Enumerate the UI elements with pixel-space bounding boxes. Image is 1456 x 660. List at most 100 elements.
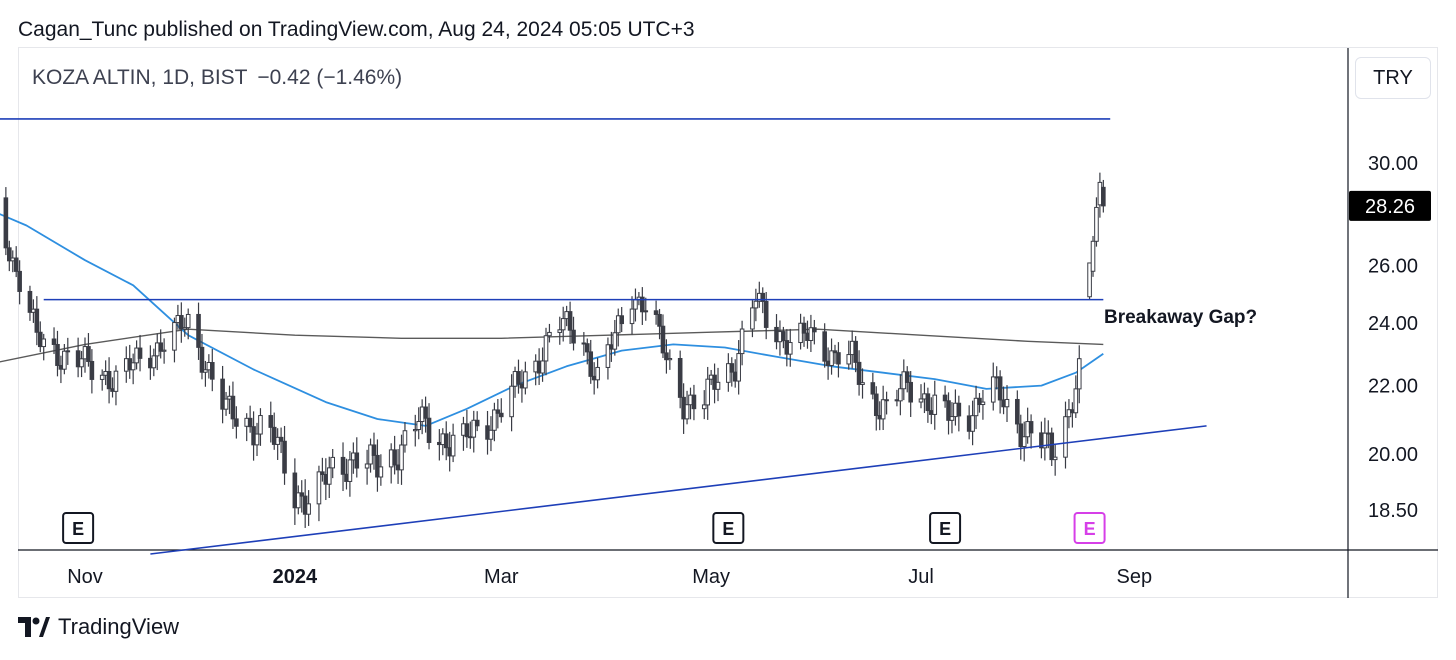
candle-body [378, 466, 384, 478]
trendline-ascending-support [150, 425, 1207, 555]
candle-body [230, 395, 236, 420]
candle-body [640, 296, 645, 313]
x-tick-label: Jul [908, 566, 934, 588]
candle-body [292, 472, 298, 509]
candle-body [1073, 388, 1079, 414]
candle-body [629, 308, 635, 325]
candle-body [1094, 206, 1099, 242]
candle-body [55, 343, 60, 366]
candle-body [560, 318, 566, 331]
candle-body [354, 452, 360, 469]
candle-body [340, 456, 346, 475]
earnings-marker-box [62, 512, 95, 544]
candle-body [853, 340, 858, 363]
candle-body [299, 492, 305, 497]
x-tick-label: Nov [67, 566, 103, 588]
candle-body [729, 363, 735, 373]
candle-body [677, 358, 683, 398]
candle-body [268, 415, 274, 428]
earnings-marker-box [929, 512, 962, 544]
earnings-marker-upcoming: E [1073, 512, 1106, 544]
candle-body [1042, 432, 1048, 449]
y-tick-label: 22.00 [1368, 376, 1418, 398]
candle-body [306, 503, 311, 515]
candle-body [973, 397, 979, 417]
candle-body [547, 331, 552, 337]
candle-body [812, 327, 817, 333]
candle-body [977, 397, 982, 406]
candle-body [870, 382, 876, 395]
candle-body [185, 313, 191, 329]
candle-body [605, 344, 611, 368]
candle-body [540, 360, 545, 374]
candle-body [1076, 358, 1082, 390]
candle-body [450, 434, 456, 457]
candle-body [523, 371, 528, 389]
earnings-marker-box [712, 512, 745, 544]
candle-body [763, 300, 769, 328]
candle-body [1004, 398, 1010, 408]
candle-body [1063, 416, 1068, 458]
candle-body [416, 421, 422, 431]
candle-body [660, 325, 666, 354]
earnings-marker: E [62, 512, 95, 544]
x-tick-label: May [692, 566, 730, 588]
candle-body [223, 398, 229, 410]
candle-body [151, 355, 157, 369]
candle-body [615, 315, 621, 334]
candle-body [209, 362, 215, 380]
earnings-marker-box [1073, 512, 1106, 544]
candle-body [495, 409, 501, 414]
symbol-name: KOZA ALTIN, 1D, BIST [32, 66, 248, 89]
candle-body [846, 354, 852, 365]
candle-body [880, 399, 886, 420]
candle-body [392, 449, 397, 466]
price-change: −0.42 (−1.46%) [257, 66, 403, 89]
candle-body [17, 270, 22, 292]
candle-body [412, 429, 418, 432]
earnings-marker-label: E [72, 519, 84, 539]
candle-body [326, 467, 332, 485]
candle-body [1090, 240, 1096, 272]
candle-body [990, 376, 996, 403]
candle-body [750, 307, 755, 330]
earnings-marker: E [929, 512, 962, 544]
candle-body [220, 378, 225, 410]
candle-body [715, 381, 721, 390]
currency-button[interactable]: TRY [1355, 57, 1431, 99]
candle-body [925, 393, 931, 412]
candle-body [873, 393, 879, 417]
candle-body [643, 310, 649, 313]
candle-body [571, 329, 576, 344]
chart-frame [18, 47, 1438, 598]
candle-body [980, 401, 986, 406]
earnings-marker-label: E [1084, 519, 1096, 539]
candle-body [904, 371, 910, 383]
candle-body [258, 415, 263, 435]
last-price-label: 28.26 [1365, 196, 1415, 218]
candle-body [254, 433, 260, 446]
brand-name: TradingView [58, 614, 180, 639]
candle-body [781, 331, 786, 342]
y-tick-label: 20.00 [1368, 444, 1418, 466]
candle-body [918, 398, 924, 403]
candle-body [498, 412, 504, 418]
tradingview-branding[interactable]: TradingView [18, 614, 179, 640]
candle-body [684, 404, 690, 420]
candle-body [371, 444, 377, 456]
candle-body [161, 349, 167, 352]
candle-body [543, 335, 549, 362]
candle-body [736, 353, 741, 382]
candle-body [471, 419, 477, 438]
candle-body [691, 394, 697, 410]
moving-average-slow [0, 328, 1104, 363]
candle-body [137, 347, 143, 359]
candle-body [595, 366, 600, 381]
y-tick-label: 30.00 [1368, 153, 1418, 175]
candle-body [196, 313, 201, 348]
candle-body [633, 299, 638, 310]
earnings-marker-label: E [722, 519, 734, 539]
candle-body [375, 454, 380, 478]
candle-body [884, 399, 889, 402]
